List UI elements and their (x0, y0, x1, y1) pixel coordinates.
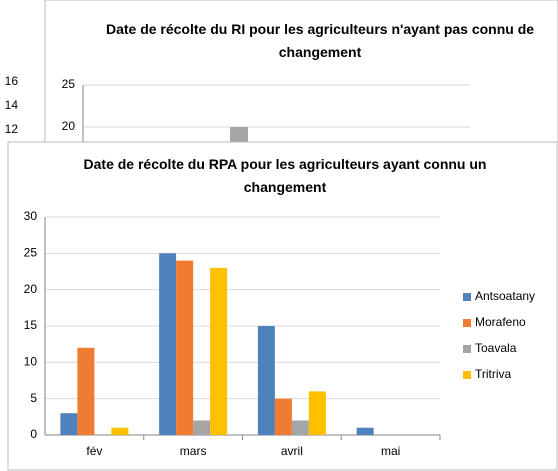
legend-label: Antsoatany (475, 289, 535, 303)
y-tick-label: 12 (5, 122, 19, 136)
legend-swatch (463, 345, 471, 353)
bar (176, 260, 194, 435)
x-tick-label: mars (180, 444, 207, 458)
legend-label: Morafeno (475, 315, 526, 329)
y-tick-label: 15 (24, 318, 38, 332)
chart-title: Date de récolte du RPA pour les agricult… (83, 156, 487, 195)
back-chart-title: Date de récolte du RI pour les agriculte… (105, 21, 535, 60)
legend-swatch (463, 319, 471, 327)
bar (111, 427, 129, 435)
y-tick-label: 16 (5, 74, 19, 88)
legend-label: Toavala (475, 341, 517, 355)
y-tick-label: 25 (24, 246, 38, 260)
legend-swatch (463, 371, 471, 379)
y-tick-label: 30 (24, 209, 38, 223)
bar (274, 398, 292, 435)
front-chart: 0 5 10 15 20 25 30 fév mars avril mai Antsoatany Mor… (24, 209, 535, 458)
y-tick-label: 20 (62, 119, 76, 133)
bar (356, 427, 374, 435)
bar (159, 253, 177, 435)
x-tick-label: avril (281, 444, 303, 458)
bar (210, 267, 228, 435)
bar (257, 326, 275, 435)
y-tick-label: 0 (30, 427, 37, 441)
y-tick-label: 10 (24, 355, 38, 369)
back-chart-2: 12 14 16 (5, 74, 19, 136)
y-tick-label: 14 (5, 98, 19, 112)
legend-swatch (463, 293, 471, 301)
y-tick-label: 20 (24, 282, 38, 296)
bar (60, 413, 78, 435)
y-tick-label: 25 (62, 77, 76, 91)
bar (77, 347, 95, 435)
legend-label: Tritriva (475, 367, 512, 381)
bar (193, 420, 211, 435)
x-tick-label: mai (381, 444, 400, 458)
panel-back (44, 0, 558, 143)
x-tick-label: fév (86, 444, 102, 458)
bar (291, 420, 309, 435)
y-tick-label: 5 (30, 391, 37, 405)
bar (308, 391, 326, 435)
